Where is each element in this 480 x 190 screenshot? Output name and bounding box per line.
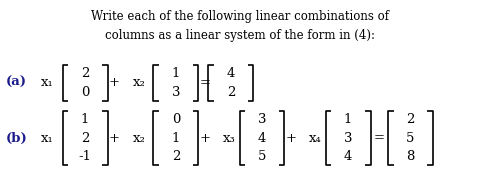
Text: -1: -1 — [78, 150, 91, 163]
Text: 2: 2 — [81, 131, 89, 145]
Text: 3: 3 — [171, 86, 180, 99]
Text: 5: 5 — [257, 150, 265, 163]
Text: 2: 2 — [405, 113, 414, 126]
Text: =: = — [199, 76, 210, 89]
Text: +: + — [108, 76, 119, 89]
Text: +: + — [199, 131, 210, 145]
Text: 1: 1 — [171, 67, 180, 80]
Text: 3: 3 — [257, 113, 266, 126]
Text: 5: 5 — [405, 131, 414, 145]
Text: 1: 1 — [343, 113, 351, 126]
Text: Write each of the following linear combinations of: Write each of the following linear combi… — [91, 10, 389, 23]
Text: =: = — [373, 131, 384, 145]
Text: 0: 0 — [81, 86, 89, 99]
Text: 4: 4 — [257, 131, 265, 145]
Text: +: + — [108, 131, 119, 145]
Text: 0: 0 — [171, 113, 180, 126]
Text: +: + — [285, 131, 296, 145]
Text: 8: 8 — [405, 150, 414, 163]
Text: 3: 3 — [343, 131, 352, 145]
Text: (b): (b) — [6, 131, 28, 145]
Text: columns as a linear system of the form in (4):: columns as a linear system of the form i… — [105, 28, 375, 42]
Text: 1: 1 — [171, 131, 180, 145]
Text: 2: 2 — [226, 86, 235, 99]
Text: x₁: x₁ — [40, 131, 53, 145]
Text: x₃: x₃ — [222, 131, 235, 145]
Text: 4: 4 — [343, 150, 351, 163]
Text: 1: 1 — [81, 113, 89, 126]
Text: (a): (a) — [6, 76, 27, 89]
Text: x₁: x₁ — [40, 76, 53, 89]
Text: x₄: x₄ — [308, 131, 321, 145]
Text: x₂: x₂ — [132, 131, 145, 145]
Text: 2: 2 — [171, 150, 180, 163]
Text: x₂: x₂ — [132, 76, 145, 89]
Text: 2: 2 — [81, 67, 89, 80]
Text: 4: 4 — [226, 67, 235, 80]
